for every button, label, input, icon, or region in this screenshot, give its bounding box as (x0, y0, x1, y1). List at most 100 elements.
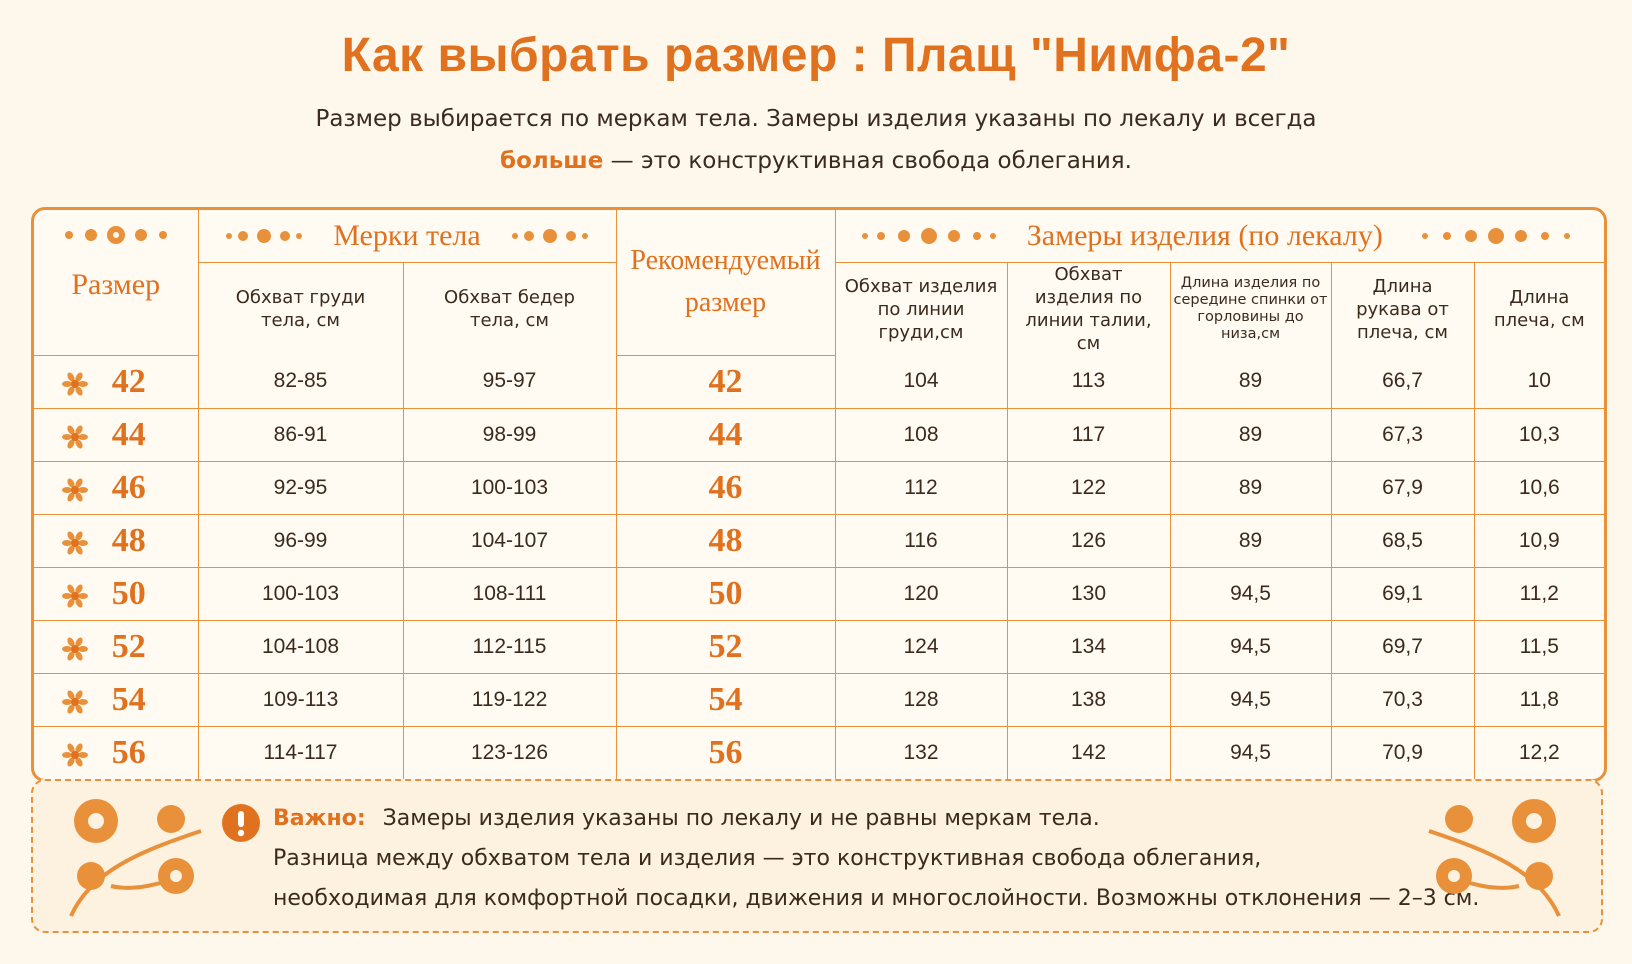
table-cell: 46 (34, 460, 199, 515)
table-cell: 112-115 (402, 619, 617, 674)
table-cell: 89 (1169, 407, 1332, 462)
column-header: Обхват бедер тела, см (402, 262, 617, 355)
table-cell: 89 (1169, 460, 1332, 515)
table-cell: 116 (834, 513, 1008, 568)
table-cell: 67,9 (1330, 460, 1475, 515)
size-value: 48 (111, 521, 146, 559)
table-cell: 113 (1006, 355, 1171, 409)
flower-icon (61, 531, 88, 555)
size-table: Размер Мерки тела Рекомендуемый размер З… (34, 210, 1604, 779)
size-table-frame: Размер Мерки тела Рекомендуемый размер З… (31, 207, 1607, 782)
table-cell: 70,3 (1330, 672, 1475, 727)
garment-group: Замеры изделия (по лекалу) (1026, 219, 1383, 252)
ornament (861, 228, 996, 244)
table-cell: 95-97 (402, 355, 617, 409)
table-cell: 42 (615, 355, 836, 409)
table-cell: 89 (1169, 513, 1332, 568)
body-group: Мерки тела (333, 219, 481, 252)
table-cell: 66,7 (1330, 355, 1475, 409)
note-line-1: Замеры изделия указаны по лекалу и не ра… (382, 806, 1100, 831)
flower-icon (61, 372, 88, 396)
ornament (1421, 228, 1570, 244)
column-header: Обхват изделия по линии талии, см (1006, 262, 1171, 355)
flower-icon (61, 690, 88, 714)
table-row: 46 92-95 100-103 46 112 122 89 67,9 10,6 (34, 460, 1604, 515)
table-row: 56 114-117 123-126 56 132 142 94,5 70,9 12,2 (34, 725, 1604, 779)
table-cell: 56 (615, 725, 836, 779)
table-cell: 132 (834, 725, 1008, 779)
table-cell: 134 (1006, 619, 1171, 674)
table-cell: 114-117 (197, 725, 404, 779)
table-cell: 50 (615, 566, 836, 621)
table-cell: 104-107 (402, 513, 617, 568)
table-cell: 69,7 (1330, 619, 1475, 674)
flower-icon (61, 478, 88, 502)
table-cell: 138 (1006, 672, 1171, 727)
flower-icon (61, 425, 88, 449)
table-cell: 108-111 (402, 566, 617, 621)
warning-icon (222, 804, 260, 842)
size-value: 56 (111, 733, 146, 771)
note-box: Важно: Замеры изделия указаны по лекалу … (31, 779, 1603, 933)
table-cell: 10,3 (1473, 407, 1604, 462)
body-group-cell: Мерки тела (197, 210, 617, 263)
size-value: 46 (111, 468, 146, 506)
note-label: Важно: (273, 806, 366, 831)
note-line-3: необходимая для комфортной посадки, движ… (273, 886, 1480, 911)
table-cell: 89 (1169, 355, 1332, 409)
recommended-header: Рекомендуемый размер (615, 210, 836, 356)
table-cell: 70,9 (1330, 725, 1475, 779)
table-row: 52 104-108 112-115 52 124 134 94,5 69,7 11,5 (34, 619, 1604, 674)
size-value: 54 (111, 680, 146, 718)
floral-ornament-left (69, 799, 202, 917)
column-header: Длина рукава от плеча, см (1330, 262, 1475, 355)
column-header: Обхват изделия по линии груди,см (834, 262, 1008, 355)
table-cell: 104-108 (197, 619, 404, 674)
table-cell: 128 (834, 672, 1008, 727)
table-cell: 48 (34, 513, 199, 568)
table-cell: 11,8 (1473, 672, 1604, 727)
table-cell: 120 (834, 566, 1008, 621)
table-cell: 82-85 (197, 355, 404, 409)
table-cell: 104 (834, 355, 1008, 409)
table-cell: 48 (615, 513, 836, 568)
note-line-2: Разница между обхватом тела и изделия — … (273, 846, 1262, 871)
table-cell: 130 (1006, 566, 1171, 621)
floral-ornament-right (1428, 799, 1561, 917)
table-cell: 67,3 (1330, 407, 1475, 462)
size-value: 44 (111, 415, 146, 453)
size-value: 52 (111, 627, 146, 665)
flower-icon (61, 743, 88, 767)
table-cell: 52 (615, 619, 836, 674)
table-cell: 92-95 (197, 460, 404, 515)
size-header: Размер (71, 268, 161, 301)
table-row: 48 96-99 104-107 48 116 126 89 68,5 10,9 (34, 513, 1604, 568)
table-row: 44 86-91 98-99 44 108 117 89 67,3 10,3 (34, 407, 1604, 462)
flower-icon (61, 584, 88, 608)
table-cell: 112 (834, 460, 1008, 515)
ornament (64, 226, 167, 244)
table-cell: 11,5 (1473, 619, 1604, 674)
table-cell: 44 (34, 407, 199, 462)
note-line: Важно: Замеры изделия указаны по лекалу … (273, 799, 1479, 839)
table-cell: 54 (615, 672, 836, 727)
table-cell: 94,5 (1169, 672, 1332, 727)
table-cell: 109-113 (197, 672, 404, 727)
subtitle-rest: — это конструктивная свобода облегания. (610, 148, 1132, 174)
table-cell: 46 (615, 460, 836, 515)
table-cell: 44 (615, 407, 836, 462)
table-cell: 123-126 (402, 725, 617, 779)
size-value: 42 (111, 362, 146, 400)
subtitle: Размер выбирается по меркам тела. Замеры… (315, 106, 1317, 132)
table-cell: 86-91 (197, 407, 404, 462)
table-cell: 122 (1006, 460, 1171, 515)
garment-group-cell: Замеры изделия (по лекалу) (834, 210, 1604, 263)
table-cell: 94,5 (1169, 725, 1332, 779)
table-cell: 96-99 (197, 513, 404, 568)
table-cell: 56 (34, 725, 199, 779)
column-header: Длина плеча, см (1473, 262, 1604, 355)
table-cell: 69,1 (1330, 566, 1475, 621)
table-row: 54 109-113 119-122 54 128 138 94,5 70,3 11,8 (34, 672, 1604, 727)
